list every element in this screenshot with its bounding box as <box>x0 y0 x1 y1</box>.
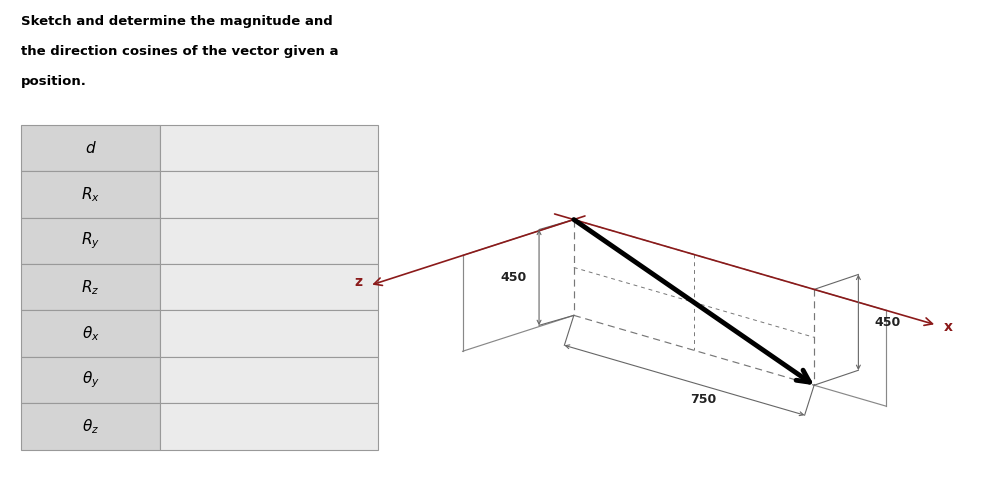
Polygon shape <box>160 125 377 171</box>
Text: $R_z$: $R_z$ <box>81 278 100 296</box>
Text: $R_y$: $R_y$ <box>81 231 100 251</box>
Polygon shape <box>21 310 160 357</box>
Polygon shape <box>21 125 160 171</box>
Text: the direction cosines of the vector given a: the direction cosines of the vector give… <box>21 45 339 58</box>
Polygon shape <box>160 357 377 403</box>
Polygon shape <box>21 171 160 218</box>
Text: Sketch and determine the magnitude and: Sketch and determine the magnitude and <box>21 15 333 28</box>
Polygon shape <box>160 310 377 357</box>
Text: position.: position. <box>21 75 87 88</box>
Text: $R_x$: $R_x$ <box>81 185 100 204</box>
Text: $\theta_y$: $\theta_y$ <box>82 370 100 390</box>
Text: $\theta_z$: $\theta_z$ <box>82 417 99 436</box>
Polygon shape <box>160 264 377 310</box>
Polygon shape <box>21 264 160 310</box>
Polygon shape <box>160 403 377 450</box>
Polygon shape <box>160 171 377 218</box>
Polygon shape <box>21 357 160 403</box>
Text: z: z <box>355 275 363 289</box>
Text: $d$: $d$ <box>85 140 97 156</box>
Polygon shape <box>21 403 160 450</box>
Text: x: x <box>944 320 952 334</box>
Text: 450: 450 <box>500 271 527 284</box>
Text: 450: 450 <box>874 316 900 329</box>
Text: $\theta_x$: $\theta_x$ <box>82 324 100 343</box>
Polygon shape <box>160 218 377 264</box>
Polygon shape <box>21 218 160 264</box>
Text: 750: 750 <box>691 393 716 406</box>
